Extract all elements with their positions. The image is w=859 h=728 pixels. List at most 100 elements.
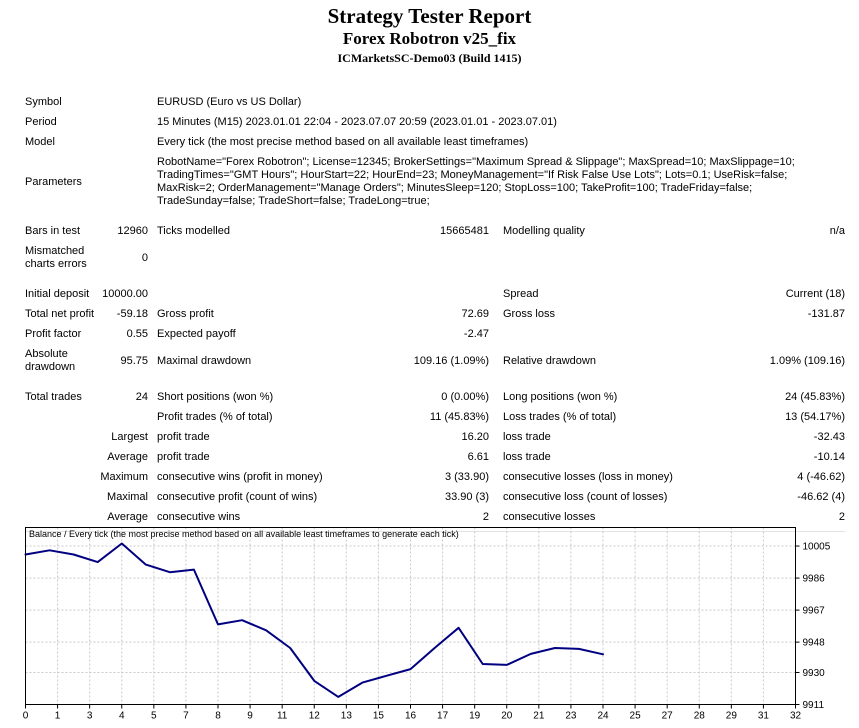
x-axis-tick-label: 17 bbox=[437, 711, 449, 722]
y-axis-tick-label: 9911 bbox=[803, 700, 825, 711]
table-separator bbox=[25, 531, 845, 532]
x-axis-tick-label: 32 bbox=[790, 711, 802, 722]
server-build: ICMarketsSC-Demo03 (Build 1415) bbox=[337, 51, 522, 65]
row-label: Total trades bbox=[25, 391, 82, 403]
cell-pair-right: Gross loss -131.87 bbox=[503, 308, 845, 321]
stat-label: Gross loss bbox=[503, 308, 555, 320]
table-row: Average profit trade 6.61 loss trade -10.14 bbox=[25, 447, 845, 467]
table-row: Parameters RobotName="Forex Robotron"; Li… bbox=[25, 152, 845, 211]
stat-label: consecutive loss (count of losses) bbox=[503, 491, 668, 503]
stat-value: 4 (-46.62) bbox=[797, 471, 845, 483]
x-axis-tick-label: 24 bbox=[597, 711, 609, 722]
info-value: EURUSD (Euro vs US Dollar) bbox=[157, 96, 302, 108]
stat-value: 13 (54.17%) bbox=[785, 411, 845, 423]
x-axis-tick-label: 21 bbox=[533, 711, 545, 722]
stat-value: 6.61 bbox=[467, 451, 489, 463]
table-row: Period 15 Minutes (M15) 2023.01.01 22:04 … bbox=[25, 112, 845, 132]
stat-label: Relative drawdown bbox=[503, 354, 596, 367]
stat-value: 2 bbox=[838, 511, 845, 523]
info-value: 15 Minutes (M15) 2023.01.01 22:04 - 2023… bbox=[157, 116, 557, 128]
row-label: Absolute drawdown bbox=[25, 348, 76, 373]
stat-value: 33.90 (3) bbox=[444, 491, 489, 503]
stat-label: Gross profit bbox=[157, 308, 214, 320]
row-value: 24 bbox=[135, 391, 148, 403]
cell-pair-left: Bars in test 12960 bbox=[25, 225, 148, 238]
row-value: Largest bbox=[111, 431, 148, 443]
x-axis-tick-label: 9 bbox=[247, 711, 253, 722]
stat-value: 1.09% (109.16) bbox=[769, 354, 845, 367]
cell-pair-right: Modelling quality n/a bbox=[503, 225, 845, 238]
cell-pair-left: Average bbox=[25, 451, 148, 464]
x-axis-tick-label: 7 bbox=[183, 711, 189, 722]
stat-label: consecutive profit (count of wins) bbox=[157, 491, 318, 503]
stat-label: consecutive losses bbox=[503, 511, 596, 523]
stat-label: Maximal drawdown bbox=[157, 354, 252, 367]
cell-pair-right: Spread Current (18) bbox=[503, 288, 845, 301]
x-axis-tick-label: 23 bbox=[565, 711, 577, 722]
x-axis-tick-label: 16 bbox=[405, 711, 417, 722]
x-axis-tick-label: 15 bbox=[373, 711, 385, 722]
stat-value: -46.62 (4) bbox=[797, 491, 845, 503]
table-row: Profit factor 0.55 Expected payoff -2.47 bbox=[25, 324, 845, 344]
report-header: Strategy Tester Report Forex Robotron v2… bbox=[0, 0, 859, 65]
stat-label: Short positions (won %) bbox=[157, 391, 274, 403]
cell-pair-left: Profit factor 0.55 bbox=[25, 328, 148, 341]
stat-label: Profit trades (% of total) bbox=[157, 411, 273, 423]
row-label: Bars in test bbox=[25, 225, 81, 237]
row-value: Average bbox=[107, 511, 148, 523]
cell-pair-left: Total trades 24 bbox=[25, 391, 148, 404]
x-axis-tick-label: 31 bbox=[758, 711, 770, 722]
stat-value: 15665481 bbox=[440, 225, 489, 237]
stat-label: profit trade bbox=[157, 451, 210, 463]
cell-pair-middle: consecutive wins (profit in money) 3 (33.… bbox=[157, 471, 489, 484]
y-axis-tick-label: 9930 bbox=[803, 668, 826, 679]
cell-pair-middle: profit trade 16.20 bbox=[157, 431, 489, 444]
x-axis-tick-label: 25 bbox=[630, 711, 642, 722]
x-axis-tick-label: 27 bbox=[662, 711, 674, 722]
cell-pair-left: Maximum bbox=[25, 471, 148, 484]
stat-label: consecutive losses (loss in money) bbox=[503, 471, 673, 483]
x-axis-tick-label: 5 bbox=[151, 711, 157, 722]
row-label: Mismatched charts errors bbox=[25, 245, 87, 270]
stat-label: consecutive wins (profit in money) bbox=[157, 471, 323, 483]
table-row: Largest profit trade 16.20 loss trade -32.43 bbox=[25, 427, 845, 447]
row-value: 12960 bbox=[117, 225, 148, 237]
cell-pair-middle: consecutive wins 2 bbox=[157, 511, 489, 524]
grid-lines bbox=[25, 527, 796, 705]
cell-pair-left: Largest bbox=[25, 431, 148, 444]
table-row: Initial deposit 10000.00 Spread Current (18… bbox=[25, 284, 845, 304]
cell-pair-middle: Profit trades (% of total) 11 (45.83%) bbox=[157, 411, 489, 424]
stat-value: 2 bbox=[482, 511, 489, 523]
row-value: 0 bbox=[141, 251, 148, 264]
row-label: Total net profit bbox=[25, 308, 95, 320]
x-axis-tick-label: 8 bbox=[215, 711, 221, 722]
cell-pair-right: consecutive losses (loss in money) 4 (-46… bbox=[503, 471, 845, 484]
table-row: Total trades 24 Short positions (won %) 0 (… bbox=[25, 387, 845, 407]
cell-pair-left: Period bbox=[25, 116, 148, 129]
cell-pair-middle: Expected payoff -2.47 bbox=[157, 328, 489, 341]
balance-chart: 10005 9986 9967 9948 9930 9911 0 1 3 4 5 7 8 9 11 12 13 1… bbox=[0, 525, 859, 725]
stat-label: profit trade bbox=[157, 431, 210, 443]
balance-line bbox=[24, 542, 604, 698]
chart-title: Balance / Every tick (the most precise m… bbox=[29, 529, 459, 539]
stat-value: -32.43 bbox=[813, 431, 845, 443]
row-label: Profit factor bbox=[25, 328, 82, 340]
x-axis-tick-label: 29 bbox=[726, 711, 738, 722]
cell-pair-left: Symbol bbox=[25, 96, 148, 109]
stat-value: -10.14 bbox=[813, 451, 845, 463]
table-row: Maximal consecutive profit (count of wins… bbox=[25, 487, 845, 507]
ea-name: Forex Robotron v25_fix bbox=[342, 29, 517, 48]
row-spacer bbox=[25, 377, 845, 387]
y-axis-tick-label: 9986 bbox=[803, 574, 826, 585]
info-value: RobotName="Forex Robotron"; License=1234… bbox=[157, 156, 795, 207]
x-axis-tick-label: 28 bbox=[694, 711, 706, 722]
page-title: Strategy Tester Report bbox=[327, 4, 532, 28]
stat-label: loss trade bbox=[503, 431, 551, 443]
row-label: Parameters bbox=[25, 175, 82, 188]
table-row: Absolute drawdown 95.75 Maximal drawdown 10… bbox=[25, 344, 845, 377]
cell-pair-right: Relative drawdown 1.09% (109.16) bbox=[503, 355, 845, 368]
cell-pair-middle: profit trade 6.61 bbox=[157, 451, 489, 464]
stat-value: 0 (0.00%) bbox=[441, 391, 489, 403]
cell-pair-left: Total net profit -59.18 bbox=[25, 308, 148, 321]
